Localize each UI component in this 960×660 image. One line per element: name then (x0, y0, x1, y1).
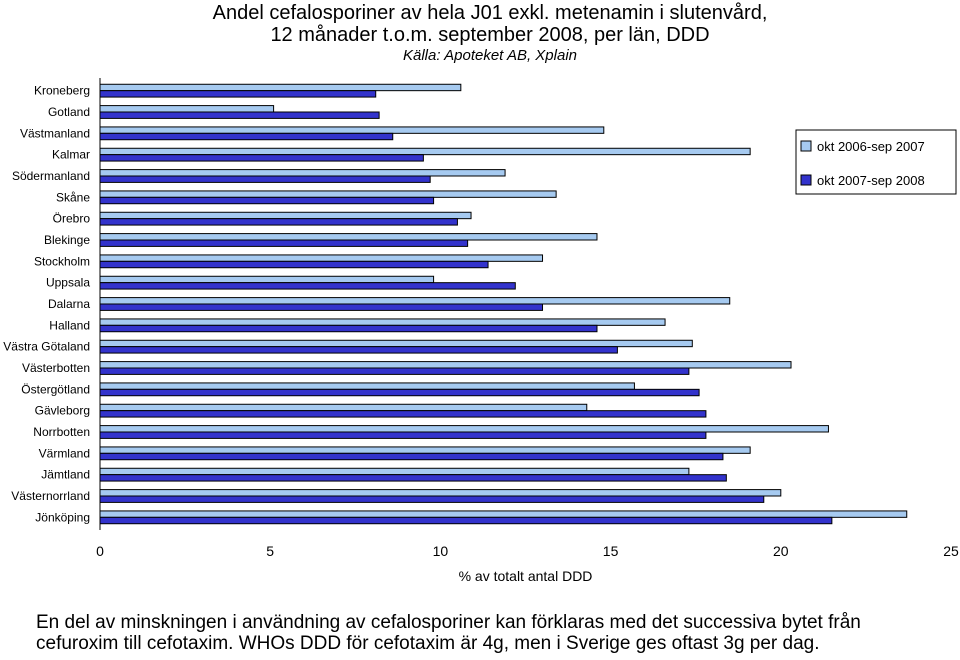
bar-series-1 (99, 318, 666, 326)
bar-series-1 (99, 339, 693, 348)
bar-series-2 (99, 239, 469, 247)
category-label: Värmland (39, 446, 90, 460)
legend-label: okt 2006-sep 2007 (817, 139, 925, 154)
footnote: En del av minskningen i användning av ce… (36, 612, 936, 654)
x-tick-label: 20 (773, 543, 789, 559)
bar-series-2 (99, 431, 707, 439)
category-label: Södermanland (12, 169, 90, 183)
bar-series-2 (99, 388, 700, 397)
bar-series-1 (99, 510, 908, 518)
bar-series-1 (99, 425, 829, 433)
category-label: Uppsala (46, 276, 90, 290)
bar-chart: Kroneberg Gotland Västmanland Kalmar Söderma… (3, 78, 959, 584)
bar-series-1 (99, 382, 635, 390)
bar-series-2 (99, 218, 458, 226)
x-tick-label: 25 (943, 543, 959, 559)
chart-title-line1: Andel cefalosporiner av hela J01 exkl. m… (212, 2, 768, 24)
bar-series-2 (99, 196, 435, 205)
x-tick-label: 5 (266, 543, 274, 559)
bar-series-2 (99, 324, 598, 333)
category-label: Västra Götaland (3, 340, 90, 354)
category-label: Västernorrland (11, 489, 90, 503)
category-label: Norrbotten (33, 425, 90, 439)
bar-series-2 (99, 495, 765, 503)
bar-series-1 (99, 467, 690, 476)
x-axis-label: % av totalt antal DDD (459, 568, 593, 584)
bar-series-1 (99, 275, 435, 284)
bar-series-2 (99, 154, 424, 162)
bar-series-2 (99, 516, 833, 525)
category-label: Dalarna (48, 297, 90, 311)
bar-series-1 (99, 105, 275, 113)
legend-swatch (800, 140, 812, 152)
bar-series-1 (99, 254, 544, 262)
bar-series-1 (99, 446, 751, 454)
bar-series-1 (99, 83, 462, 92)
category-label: Stockholm (34, 254, 90, 268)
category-label: Gävleborg (35, 404, 90, 418)
footnote-line1: En del av minskningen i användning av ce… (36, 612, 861, 633)
category-label: Västerbotten (22, 361, 90, 375)
bar-series-1 (99, 169, 506, 177)
bar-series-1 (99, 297, 731, 305)
bar-series-1 (99, 403, 588, 412)
chart-title-line2: 12 månader t.o.m. september 2008, per lä… (270, 24, 710, 46)
bar-series-1 (99, 211, 472, 220)
bar-series-1 (99, 361, 792, 369)
category-label: Skåne (56, 190, 90, 204)
bar-series-2 (99, 452, 724, 461)
bar-series-2 (99, 132, 394, 141)
x-tick-label: 15 (603, 543, 619, 559)
category-label: Gotland (48, 105, 90, 119)
footnote-line2: cefuroxim till cefotaxim. WHOs DDD för c… (36, 633, 820, 654)
bar-series-2 (99, 474, 727, 482)
bar-series-2 (99, 303, 544, 311)
category-label: Jönköping (35, 510, 90, 524)
bar-series-1 (99, 126, 605, 134)
x-tick-label: 0 (96, 543, 104, 559)
bar-series-2 (99, 410, 707, 418)
bar-series-1 (99, 233, 598, 241)
bar-series-1 (99, 489, 782, 497)
category-label: Halland (49, 318, 90, 332)
category-label: Örebro (53, 212, 91, 226)
category-label: Blekinge (44, 233, 90, 247)
category-label: Jämtland (41, 468, 90, 482)
chart-source: Källa: Apoteket AB, Xplain (403, 47, 577, 64)
bar-series-2 (99, 175, 431, 183)
bar-series-2 (99, 111, 380, 119)
x-tick-label: 10 (433, 543, 449, 559)
bar-series-2 (99, 346, 618, 354)
category-label: Västmanland (20, 126, 90, 140)
bar-series-2 (99, 260, 489, 269)
legend-swatch (800, 174, 812, 186)
chart-title: Andel cefalosporiner av hela J01 exkl. m… (140, 2, 840, 46)
bar-series-2 (99, 90, 377, 98)
category-label: Östergötland (21, 382, 90, 396)
legend-box (795, 129, 957, 195)
bar-series-2 (99, 282, 516, 290)
bar-series-2 (99, 367, 690, 375)
category-label: Kroneberg (34, 84, 90, 98)
bar-series-1 (99, 147, 751, 156)
bar-series-1 (99, 190, 557, 198)
category-label: Kalmar (52, 148, 90, 162)
legend-label: okt 2007-sep 2008 (817, 173, 925, 188)
